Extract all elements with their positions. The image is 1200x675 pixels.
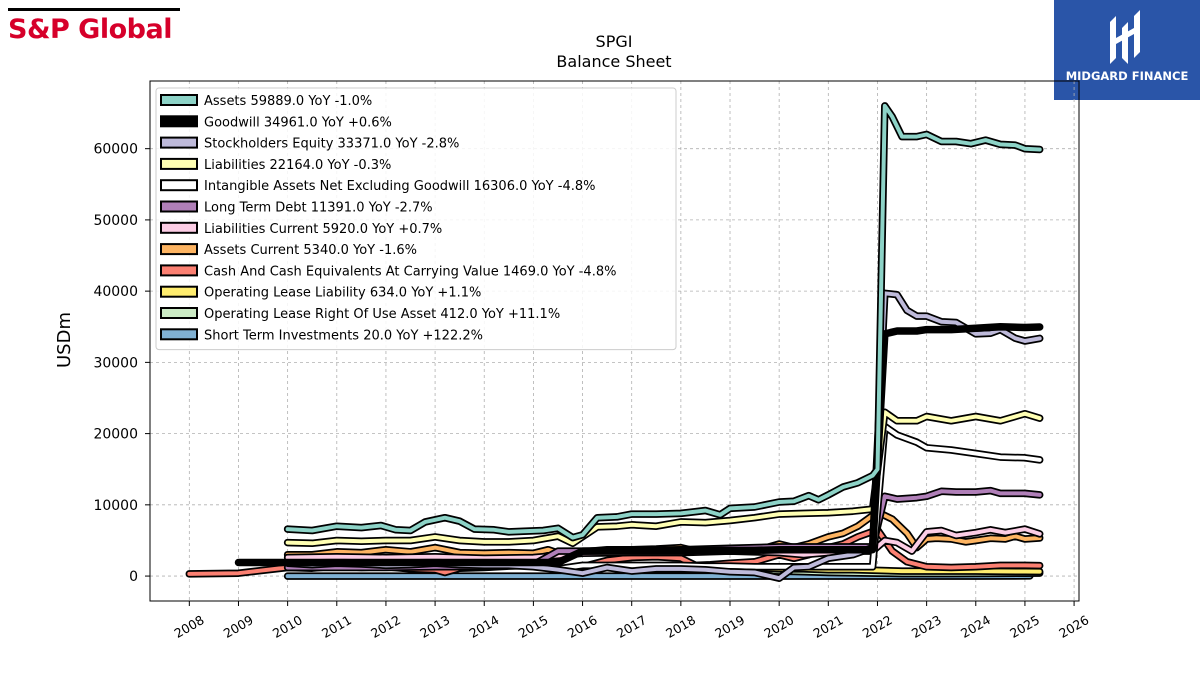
legend-entry: Long Term Debt 11391.0 YoY -2.7% xyxy=(160,200,433,216)
x-tick-label: 2026 xyxy=(1056,612,1091,641)
midgard-mark-icon xyxy=(1110,10,1140,64)
legend-label: Cash And Cash Equivalents At Carrying Va… xyxy=(204,264,616,279)
legend-swatch xyxy=(160,328,198,341)
x-tick-label: 2011 xyxy=(319,612,354,641)
legend-label: Long Term Debt 11391.0 YoY -2.7% xyxy=(204,201,433,216)
series-line xyxy=(285,103,1042,540)
legend-entry: Intangible Assets Net Excluding Goodwill… xyxy=(160,179,595,194)
series-line xyxy=(556,424,1042,571)
x-tick-label: 2010 xyxy=(270,612,305,641)
x-tick-label: 2025 xyxy=(1007,612,1042,641)
legend-label: Liabilities Current 5920.0 YoY +0.7% xyxy=(204,222,442,237)
legend-entry: Liabilities 22164.0 YoY -0.3% xyxy=(160,157,391,173)
x-tick-label: 2021 xyxy=(811,612,846,641)
legend-label: Assets Current 5340.0 YoY -1.6% xyxy=(204,243,417,258)
x-tick-label: 2023 xyxy=(909,612,944,641)
legend-swatch xyxy=(160,179,198,192)
midgard-finance-logo: MIDGARD FINANCE xyxy=(1054,0,1200,100)
x-tick-label: 2009 xyxy=(221,612,256,641)
x-tick-label: 2016 xyxy=(565,612,600,641)
legend-entry: Assets Current 5340.0 YoY -1.6% xyxy=(160,243,417,258)
legend-swatch xyxy=(160,221,198,234)
legend-swatch xyxy=(160,157,198,170)
legend-entry: Cash And Cash Equivalents At Carrying Va… xyxy=(160,264,616,279)
legend-box xyxy=(155,87,677,351)
x-tick-label: 2020 xyxy=(761,612,796,641)
x-tick-label: 2019 xyxy=(712,612,747,641)
chart-title: SPGI xyxy=(596,32,633,51)
y-tick-label: 60000 xyxy=(93,142,138,158)
series-line xyxy=(285,410,1042,546)
series-goodwill xyxy=(234,323,1044,567)
legend-label: Short Term Investments 20.0 YoY +122.2% xyxy=(204,328,483,343)
x-tick-label: 2024 xyxy=(958,612,993,641)
legend-entry: Assets 59889.0 YoY -1.0% xyxy=(160,94,372,109)
y-tick-label: 30000 xyxy=(93,355,138,371)
series-intangible-assets-net-excluding-goodwill xyxy=(554,422,1044,573)
legend-label: Operating Lease Right Of Use Asset 412.0… xyxy=(204,307,560,322)
chart-subtitle: Balance Sheet xyxy=(556,52,671,71)
y-tick-label: 10000 xyxy=(93,498,138,514)
legend-swatch xyxy=(160,200,198,213)
x-tick-label: 2012 xyxy=(368,612,403,641)
sp-global-logo: S&P Global xyxy=(4,4,180,46)
y-tick-label: 0 xyxy=(129,569,138,585)
legend-swatch xyxy=(160,285,198,298)
legend-label: Intangible Assets Net Excluding Goodwill… xyxy=(204,179,595,194)
legend: Assets 59889.0 YoY -1.0% Goodwill 34961.0… xyxy=(155,87,677,351)
legend-swatch xyxy=(160,115,198,128)
legend-label: Stockholders Equity 33371.0 YoY -2.8% xyxy=(204,137,459,152)
legend-swatch xyxy=(160,94,198,106)
y-axis-label: USDm xyxy=(54,312,75,368)
x-tick-label: 2022 xyxy=(860,612,895,641)
legend-entry: Liabilities Current 5920.0 YoY +0.7% xyxy=(160,221,442,237)
logo-rule xyxy=(8,8,180,11)
legend-label: Goodwill 34961.0 YoY +0.6% xyxy=(204,115,392,130)
legend-swatch xyxy=(160,243,198,256)
series-outline xyxy=(234,323,1044,567)
legend-swatch xyxy=(160,264,198,277)
x-tick-label: 2018 xyxy=(663,612,698,641)
legend-swatch xyxy=(160,307,198,319)
legend-entry: Operating Lease Right Of Use Asset 412.0… xyxy=(160,307,560,322)
y-tick-label: 50000 xyxy=(93,213,138,229)
x-tick-label: 2017 xyxy=(614,612,649,641)
x-tick-label: 2008 xyxy=(172,612,207,641)
legend-swatch xyxy=(160,136,198,149)
series-assets xyxy=(283,102,1044,542)
series-lines xyxy=(185,102,1044,582)
x-tick-label: 2013 xyxy=(417,612,452,641)
sp-global-logo-text: S&P Global xyxy=(8,14,172,45)
x-tick-label: 2015 xyxy=(516,612,551,641)
x-tick-label: 2014 xyxy=(466,612,501,641)
plot-frame xyxy=(149,80,1080,602)
legend-entry: Goodwill 34961.0 YoY +0.6% xyxy=(160,115,392,130)
midgard-finance-text: MIDGARD FINANCE xyxy=(1065,69,1189,83)
y-tick-label: 40000 xyxy=(93,284,138,300)
legend-entry: Short Term Investments 20.0 YoY +122.2% xyxy=(160,328,483,343)
legend-label: Operating Lease Liability 634.0 YoY +1.1… xyxy=(204,286,481,301)
legend-label: Assets 59889.0 YoY -1.0% xyxy=(204,94,372,109)
legend-label: Liabilities 22164.0 YoY -0.3% xyxy=(204,158,391,173)
y-tick-label: 20000 xyxy=(93,427,138,443)
series-liabilities xyxy=(283,408,1044,548)
legend-entry: Stockholders Equity 33371.0 YoY -2.8% xyxy=(160,136,459,152)
legend-entry: Operating Lease Liability 634.0 YoY +1.1… xyxy=(160,285,481,301)
